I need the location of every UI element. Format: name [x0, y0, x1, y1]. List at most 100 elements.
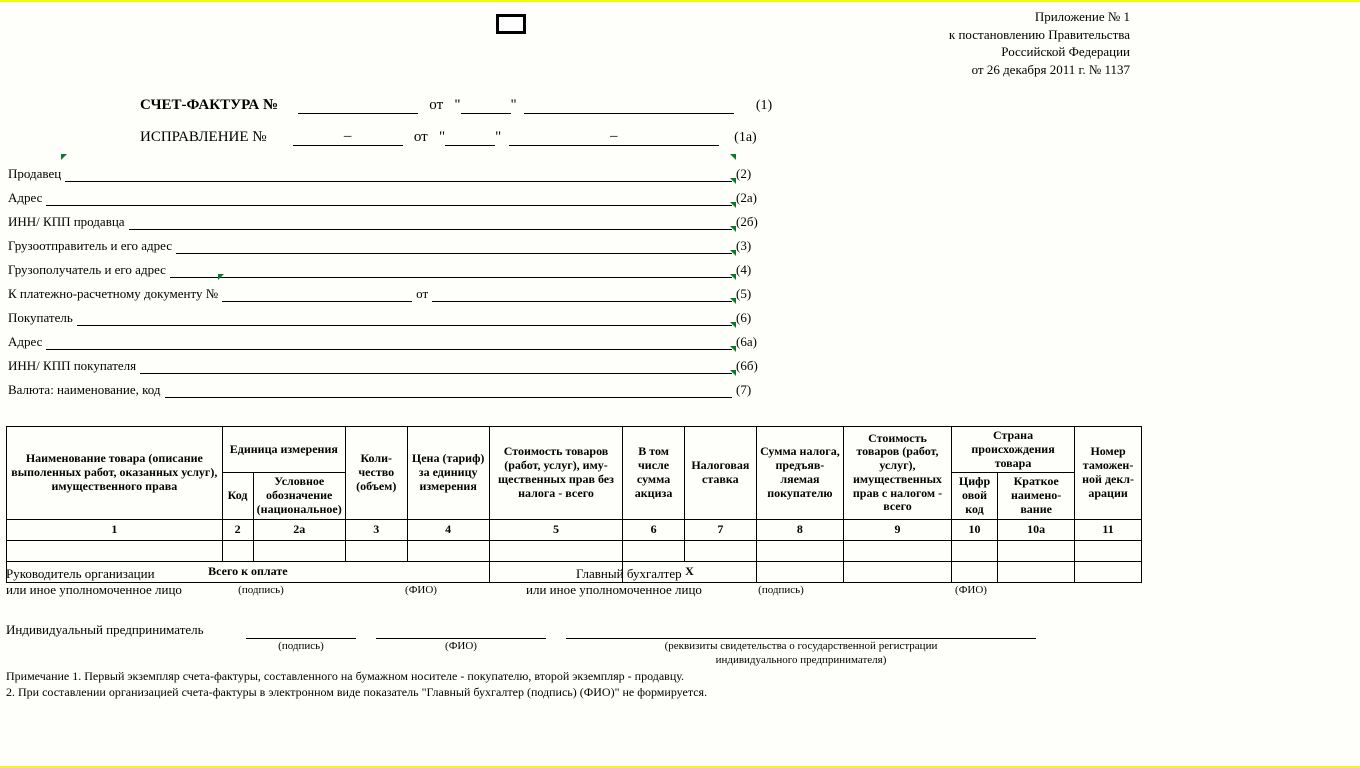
checkbox-marker: [496, 14, 526, 34]
detail-row-2: ИНН/ КПП продавца(2б): [8, 206, 768, 230]
detail-value-field[interactable]: [165, 380, 732, 398]
detail-value-field[interactable]: [129, 212, 732, 230]
correction-month-field[interactable]: –: [509, 127, 719, 146]
detail-ref: (6а): [736, 334, 768, 350]
appendix-line-2: к постановлению Правительства: [949, 26, 1130, 44]
appendix-reference: Приложение № 1 к постановлению Правитель…: [949, 8, 1130, 78]
detail-value-field-2[interactable]: [432, 284, 732, 302]
col-number: 8: [756, 519, 843, 540]
col-header: Единица измерения: [222, 427, 345, 473]
detail-label: Валюта: наименование, код: [8, 382, 161, 398]
data-cell[interactable]: [222, 540, 253, 561]
detail-value-field[interactable]: [77, 308, 732, 326]
footnote-1: Примечание 1. Первый экземпляр счета-фак…: [6, 668, 1106, 684]
document-page: Приложение № 1 к постановлению Правитель…: [0, 0, 1360, 768]
ip-note-1: (реквизиты свидетельства о государственн…: [566, 640, 1036, 652]
ip-note-2: индивидуального предпринимателя): [566, 654, 1036, 666]
signature-row-1: Руководитель организации или иное уполно…: [6, 566, 1126, 606]
data-cell[interactable]: [998, 540, 1075, 561]
details-block: Продавец(2)Адрес(2а)ИНН/ КПП продавца(2б…: [8, 158, 768, 398]
head-signature-line[interactable]: [206, 566, 316, 583]
detail-ref: (2): [736, 166, 768, 182]
acct-podpis-caption: (подпись): [726, 584, 836, 596]
ip-podpis-caption: (подпись): [246, 640, 356, 652]
invoice-number-field[interactable]: [298, 95, 418, 114]
col-number: 5: [489, 519, 623, 540]
detail-label: ИНН/ КПП покупателя: [8, 358, 136, 374]
data-cell[interactable]: [345, 540, 407, 561]
signature-row-2: Индивидуальный предприниматель (подпись)…: [6, 622, 1126, 662]
col-number: 2а: [253, 519, 345, 540]
col-number: 7: [684, 519, 756, 540]
detail-value-field[interactable]: [46, 332, 732, 350]
acct-fio-caption: (ФИО): [876, 584, 1066, 596]
acct-fio-line[interactable]: [846, 566, 1036, 583]
detail-row-7: Адрес(6а): [8, 326, 768, 350]
from-label: от ": [418, 97, 460, 114]
detail-value-field[interactable]: [170, 260, 732, 278]
data-cell[interactable]: [684, 540, 756, 561]
detail-value-field[interactable]: [222, 284, 412, 302]
invoice-day-field[interactable]: [461, 95, 511, 114]
head-label-1: Руководитель организации: [6, 566, 155, 582]
head-fio-caption: (ФИО): [336, 584, 506, 596]
ip-details-line[interactable]: [566, 622, 1036, 639]
detail-label: Продавец: [8, 166, 61, 182]
col-subheader: Цифр овой код: [951, 473, 997, 519]
detail-mid-label: от: [416, 286, 428, 302]
detail-value-field[interactable]: [140, 356, 732, 374]
invoice-label: СЧЕТ-ФАКТУРА №: [140, 97, 278, 114]
col-header: Цена (тариф) за единицу измерения: [407, 427, 489, 520]
appendix-line-4: от 26 декабря 2011 г. № 1137: [949, 61, 1130, 79]
detail-row-4: Грузополучатель и его адрес (4): [8, 254, 768, 278]
col-subheader: Код: [222, 473, 253, 519]
ip-fio-line[interactable]: [376, 622, 546, 639]
detail-value-field[interactable]: [176, 236, 732, 254]
data-cell[interactable]: [1075, 540, 1142, 561]
col-header: Сумма налога, предъяв-ляемая покупателю: [756, 427, 843, 520]
correction-number-field[interactable]: –: [293, 127, 403, 146]
data-cell[interactable]: [951, 540, 997, 561]
detail-ref: (4): [736, 262, 768, 278]
ip-fio-caption: (ФИО): [376, 640, 546, 652]
col-number: 11: [1075, 519, 1142, 540]
detail-row-9: Валюта: наименование, код(7): [8, 374, 768, 398]
data-cell[interactable]: [623, 540, 685, 561]
col-header: Стоимость товаров (работ, услуг), иму-ще…: [489, 427, 623, 520]
data-cell[interactable]: [407, 540, 489, 561]
invoice-header: СЧЕТ-ФАКТУРА № от " " (1) ИСПРАВЛЕНИЕ № …: [140, 88, 840, 152]
detail-value-field[interactable]: [65, 164, 732, 182]
detail-ref: (3): [736, 238, 768, 254]
data-cell[interactable]: [489, 540, 623, 561]
detail-row-8: ИНН/ КПП покупателя (6б): [8, 350, 768, 374]
data-cell[interactable]: [756, 540, 843, 561]
detail-row-5: К платежно-расчетному документу №от(5): [8, 278, 768, 302]
detail-row-3: Грузоотправитель и его адрес (3): [8, 230, 768, 254]
detail-label: Грузоотправитель и его адрес: [8, 238, 172, 254]
acct-signature-line[interactable]: [706, 566, 816, 583]
detail-value-field[interactable]: [46, 188, 732, 206]
detail-label: Покупатель: [8, 310, 73, 326]
data-cell[interactable]: [844, 540, 952, 561]
detail-ref: (6б): [736, 358, 768, 374]
col-number: 1: [7, 519, 223, 540]
data-cell[interactable]: [7, 540, 223, 561]
col-number: 10: [951, 519, 997, 540]
col-header: В том числе сумма акциза: [623, 427, 685, 520]
ip-signature-line[interactable]: [246, 622, 356, 639]
head-label-2: или иное уполномоченное лицо: [6, 582, 182, 598]
acct-label-2: или иное уполномоченное лицо: [526, 582, 702, 598]
col-subheader: Условное обозначение (национальное): [253, 473, 345, 519]
col-header: Номер таможен-ной декл-арации: [1075, 427, 1142, 520]
data-cell[interactable]: [253, 540, 345, 561]
correction-day-field[interactable]: [445, 127, 495, 146]
invoice-month-field[interactable]: [524, 95, 734, 114]
col-header: Налоговая ставка: [684, 427, 756, 520]
footnotes: Примечание 1. Первый экземпляр счета-фак…: [6, 668, 1106, 700]
detail-label: Грузополучатель и его адрес: [8, 262, 166, 278]
ref-1: (1): [744, 98, 772, 114]
detail-label: Адрес: [8, 190, 42, 206]
col-number: 10а: [998, 519, 1075, 540]
head-fio-line[interactable]: [336, 566, 506, 583]
signatures-block: Руководитель организации или иное уполно…: [6, 566, 1126, 662]
